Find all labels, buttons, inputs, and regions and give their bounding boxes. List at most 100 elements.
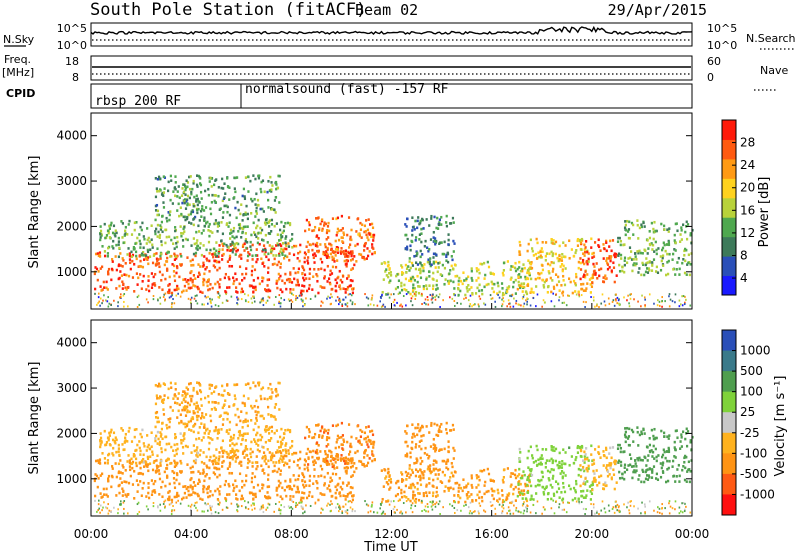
velocity-cell-897 [134, 449, 137, 452]
power-speckle-177 [187, 297, 190, 300]
velocity-cell-452 [224, 498, 228, 501]
velocity-cell-1165 [262, 417, 265, 420]
velocity-cell-1824 [604, 481, 607, 485]
power-cell-1736 [532, 291, 535, 294]
power-cell-1766 [560, 259, 564, 262]
power-cell-2083 [427, 249, 430, 253]
velocity-cell-407 [228, 493, 231, 496]
power-cell-1435 [400, 281, 403, 285]
power-cell-649 [366, 228, 369, 232]
power-cell-492 [296, 257, 299, 260]
velocity-cell-1687 [586, 480, 589, 483]
power-cell-243 [320, 267, 323, 271]
power-cell-1850 [585, 240, 588, 243]
power-speckle-272 [209, 297, 211, 300]
velocity-cell-1958 [689, 440, 692, 444]
power-cell-1601 [560, 256, 563, 259]
power-speckle-89 [431, 301, 434, 304]
velocity-cell-1406 [497, 491, 500, 495]
velocity-cell-1843 [579, 464, 582, 467]
velocity-cell-1555 [478, 478, 481, 482]
power-cell-2135 [404, 233, 407, 237]
velocity-cell-1476 [457, 486, 460, 490]
velocity-cell-1772 [578, 446, 582, 450]
velocity-cell-619 [317, 443, 320, 447]
velocity-cell-2016 [641, 468, 644, 472]
power-cell-883 [179, 225, 182, 228]
power-cell-1046 [121, 222, 124, 225]
power-cell-970 [199, 242, 202, 245]
nsky-tick-bottom: 10^0 [57, 39, 87, 52]
power-cell-483 [349, 279, 352, 282]
velocity-cell-643 [356, 449, 359, 453]
power-cell-1790 [581, 260, 585, 264]
power-cell-911 [99, 225, 102, 228]
power-speckle-200 [299, 294, 301, 297]
velocity-cell-1312 [242, 420, 245, 424]
velocity-cell-1413 [527, 474, 531, 478]
velocity-cell-368 [303, 458, 307, 462]
velocity-cell-2012 [648, 437, 651, 440]
power-cell-960 [158, 236, 161, 240]
velocity-cell-921 [208, 429, 211, 433]
power-cell-356 [297, 271, 300, 274]
velocity-cell-880 [220, 446, 223, 449]
velocity-cell-189 [139, 480, 142, 483]
velocity-cell-1064 [203, 431, 206, 435]
power-cell-283 [329, 273, 332, 277]
velocity-cell-1543 [387, 470, 390, 474]
velocity-cell-1276 [234, 383, 237, 387]
power-cell-1904 [637, 271, 640, 274]
velocity-cell-475 [341, 487, 344, 491]
velocity-cell-2165 [408, 464, 411, 467]
power-cell-1668 [540, 247, 543, 250]
power-cell-936 [140, 252, 144, 256]
power-cell-12 [124, 286, 127, 290]
velocity-cell-828 [260, 435, 264, 439]
velocity-cell-857 [184, 444, 188, 448]
velocity-cell-2039 [676, 436, 679, 440]
power-speckle-321 [460, 302, 462, 305]
power-cell-2037 [678, 273, 681, 276]
velocity-cell-963 [120, 427, 123, 430]
power-cell-933 [272, 254, 275, 257]
velocity-cell-2188 [414, 426, 417, 430]
power-cell-1331 [254, 203, 257, 206]
cpid-segment-1: rbsp 200 RF [95, 94, 181, 109]
velocity-cell-1497 [514, 468, 517, 472]
velocity-cell-1169 [200, 416, 203, 420]
power-cell-1490 [408, 269, 411, 272]
velocity-cell-153 [135, 464, 138, 468]
velocity-cell-1984 [624, 440, 627, 444]
power-cell-1947 [631, 269, 634, 273]
power-cell-643 [356, 242, 359, 246]
velocity-cell-146 [129, 474, 132, 478]
velocity-cell-715 [318, 435, 321, 439]
power-cell-406 [351, 250, 354, 253]
velocity-speckle-88 [618, 505, 620, 508]
power-cell-803 [169, 255, 172, 258]
velocity-cell-2041 [651, 468, 654, 471]
velocity-cell-1846 [592, 477, 596, 480]
power-cell-1385 [470, 269, 473, 273]
power-cell-1002 [197, 230, 201, 233]
velocity-cell-1021 [207, 436, 210, 439]
power-cell-1270 [219, 207, 222, 211]
velocity-cell-812 [231, 442, 234, 445]
velocity-cell-931 [197, 431, 200, 435]
power-cell-383 [305, 277, 308, 280]
velocity-cell-2101 [414, 445, 417, 449]
power-cell-401 [232, 282, 235, 286]
velocity-speckle-14 [674, 500, 677, 503]
power-cell-1714 [542, 285, 546, 289]
velocity-cell-644 [359, 428, 362, 432]
power-cell-1952 [656, 271, 660, 275]
power-speckle-388 [590, 296, 592, 299]
power-cell-1328 [263, 190, 266, 194]
velocity-cell-1018 [151, 453, 154, 456]
velocity-cell-1325 [188, 403, 192, 407]
power-cell-274 [316, 279, 319, 283]
power-speckle-337 [189, 298, 192, 301]
velocity-cell-987 [281, 449, 285, 452]
power-cell-1682 [558, 289, 561, 292]
